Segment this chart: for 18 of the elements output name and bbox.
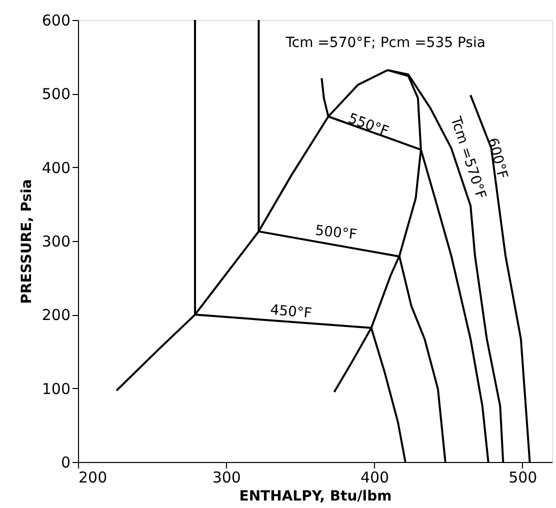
y-tick-label: 500 [42, 85, 70, 104]
annotation: 550°F [346, 110, 391, 140]
annotation: 500°F [314, 222, 358, 244]
y-tick-label: 400 [42, 158, 70, 177]
y-tick-label: 200 [42, 306, 70, 324]
y-tick-label: 100 [42, 380, 70, 398]
annotation: Tcm =570°F; Pcm =535 Psia [284, 34, 486, 51]
y-axis-title: PRESSURE, Psia [18, 179, 35, 304]
y-tick-label: 300 [42, 232, 70, 250]
annotation: Tcm =570°F [446, 114, 489, 202]
x-tick-label: 400 [360, 468, 390, 486]
x-tick-label: 300 [212, 468, 241, 486]
x-tick-label: 500 [508, 468, 538, 486]
x-axis-title: ENTHALPY, Btu/lbm [239, 488, 392, 504]
y-tick-label: 0 [60, 454, 70, 472]
x-tick-label: 200 [78, 468, 108, 486]
y-tick-label: 600 [42, 12, 70, 30]
annotation: 450°F [269, 302, 313, 322]
